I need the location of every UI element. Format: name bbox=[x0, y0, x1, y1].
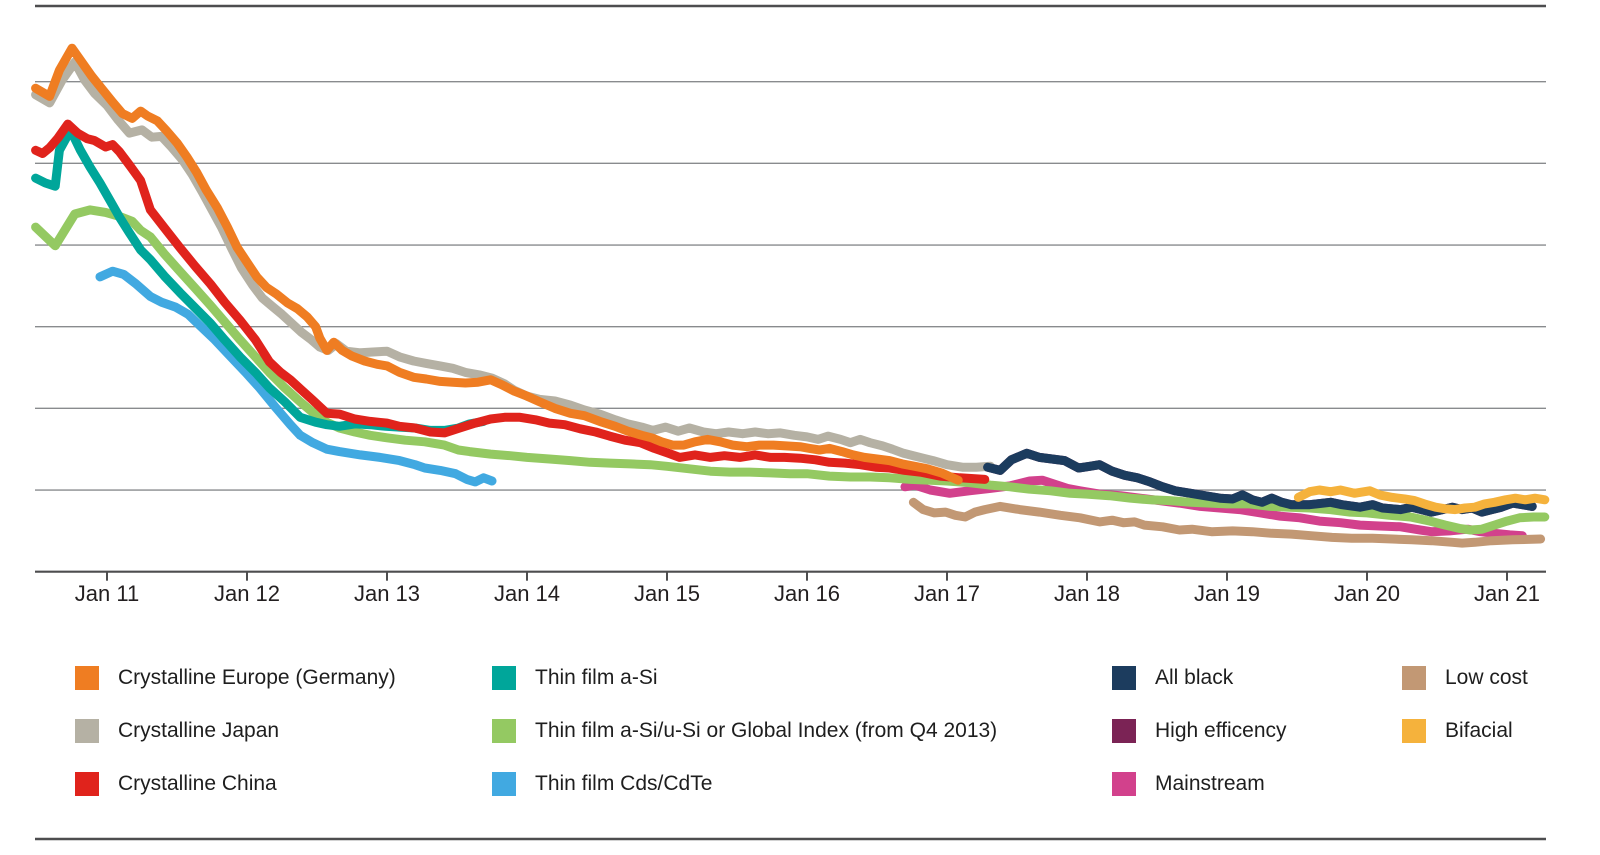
legend-item: Crystalline Japan bbox=[75, 719, 279, 743]
x-axis-tick-label: Jan 21 bbox=[1474, 581, 1540, 606]
legend-swatch-icon bbox=[492, 772, 516, 796]
legend-item: Thin film a-Si/u-Si or Global Index (fro… bbox=[492, 719, 997, 743]
x-axis-tick-label: Jan 14 bbox=[494, 581, 560, 606]
x-axis-tick-label: Jan 15 bbox=[634, 581, 700, 606]
legend-item: Crystalline Europe (Germany) bbox=[75, 666, 396, 690]
series-line-thin-film-a-si-u-si-or-global-index-from-q4-2013 bbox=[31, 205, 1550, 535]
legend-swatch-icon bbox=[492, 719, 516, 743]
legend-item: High efficency bbox=[1112, 719, 1287, 743]
legend-item-label: High efficency bbox=[1155, 719, 1287, 742]
legend-swatch-icon bbox=[1112, 719, 1136, 743]
legend-item-label: Thin film Cds/CdTe bbox=[535, 772, 713, 795]
legend-item-label: Mainstream bbox=[1155, 772, 1265, 795]
legend-item: Crystalline China bbox=[75, 772, 277, 796]
x-axis-tick-label: Jan 12 bbox=[214, 581, 280, 606]
legend-item: Mainstream bbox=[1112, 772, 1265, 796]
series-line-thin-film-cds-cdte bbox=[95, 266, 497, 487]
series-line-low-cost bbox=[908, 497, 1546, 548]
legend-item: Thin film Cds/CdTe bbox=[492, 772, 712, 796]
legend-swatch-icon bbox=[1402, 666, 1426, 690]
legend-swatch-icon bbox=[1112, 666, 1136, 690]
legend-item-label: Low cost bbox=[1445, 666, 1528, 689]
x-axis-tick-label: Jan 20 bbox=[1334, 581, 1400, 606]
x-axis-tick-label: Jan 13 bbox=[354, 581, 420, 606]
legend-item-label: Crystalline Japan bbox=[118, 719, 280, 742]
series-line-crystalline-europe-germany bbox=[31, 43, 963, 485]
legend-item-label: Crystalline China bbox=[118, 772, 277, 795]
x-axis-tick-label: Jan 17 bbox=[914, 581, 980, 606]
legend-swatch-icon bbox=[492, 666, 516, 690]
legend-item-label: Bifacial bbox=[1445, 719, 1513, 742]
legend-swatch-icon bbox=[75, 719, 99, 743]
x-axis-tick-label: Jan 16 bbox=[774, 581, 840, 606]
legend-swatch-icon bbox=[75, 666, 99, 690]
series-line-crystalline-china bbox=[31, 119, 990, 484]
legend-item-label: Thin film a-Si/u-Si or Global Index (fro… bbox=[535, 719, 998, 742]
legend-item: Bifacial bbox=[1402, 719, 1513, 743]
x-axis-tick-label: Jan 18 bbox=[1054, 581, 1120, 606]
x-axis-tick-label: Jan 11 bbox=[75, 581, 139, 606]
legend-swatch-icon bbox=[1402, 719, 1426, 743]
legend-item: Thin film a-Si bbox=[492, 666, 658, 690]
legend-item-label: Crystalline Europe (Germany) bbox=[118, 666, 396, 689]
legend-item: Low cost bbox=[1402, 666, 1528, 690]
legend-item-label: Thin film a-Si bbox=[535, 666, 658, 689]
series-line-all-black bbox=[983, 448, 1537, 517]
legend-swatch-icon bbox=[1112, 772, 1136, 796]
legend-item: All black bbox=[1112, 666, 1233, 690]
series-line-bifacial bbox=[1293, 485, 1550, 515]
x-axis-tick-label: Jan 19 bbox=[1194, 581, 1260, 606]
legend-item-label: All black bbox=[1155, 666, 1234, 689]
legend-swatch-icon bbox=[75, 772, 99, 796]
